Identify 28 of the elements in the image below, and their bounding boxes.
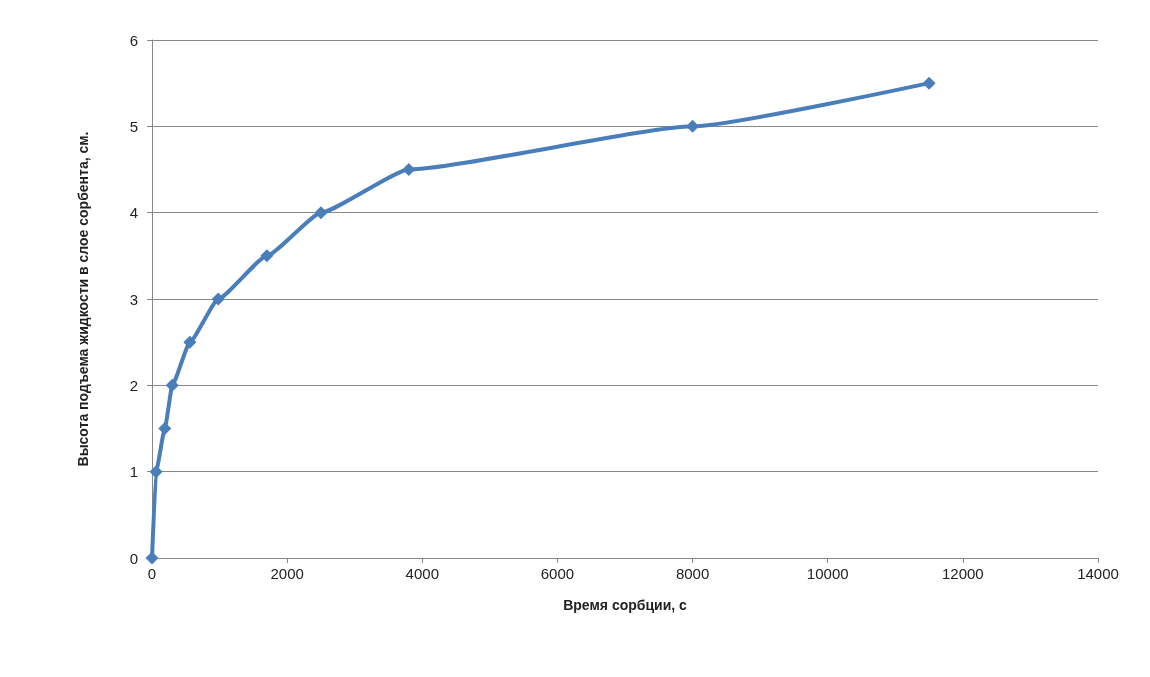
x-tick-label: 8000 [675, 565, 710, 582]
point [149, 465, 163, 479]
point [158, 422, 172, 435]
point [211, 292, 225, 306]
x-tick-label: 10000 [806, 565, 849, 582]
x-axis-title: Время сорбции, с [563, 597, 688, 613]
y-tick-label: 5 [129, 117, 138, 135]
point [183, 335, 197, 349]
y-tick-label: 0 [129, 549, 138, 567]
x-tick-label: 6000 [540, 565, 575, 582]
point [686, 119, 700, 133]
x-tick-label: 2000 [270, 565, 304, 582]
x-tick-label: 12000 [942, 565, 984, 582]
x-tick-label: 0 [147, 565, 157, 582]
y-tick-label: 4 [129, 204, 138, 222]
point [165, 378, 179, 392]
y-tick-label: 1 [129, 463, 138, 481]
y-tick-label: 6 [129, 31, 138, 49]
y-tick-label: 2 [129, 376, 138, 394]
point [402, 163, 416, 176]
point [145, 551, 159, 565]
x-tick-label: 4000 [405, 565, 439, 582]
y-tick-label: 3 [129, 290, 138, 308]
point [314, 206, 328, 220]
point [922, 76, 936, 90]
y-axis-title: Высота подъема жидкости в слое сорбента, см. [75, 131, 91, 467]
point [260, 249, 274, 263]
x-tick-label: 14000 [1077, 565, 1119, 582]
